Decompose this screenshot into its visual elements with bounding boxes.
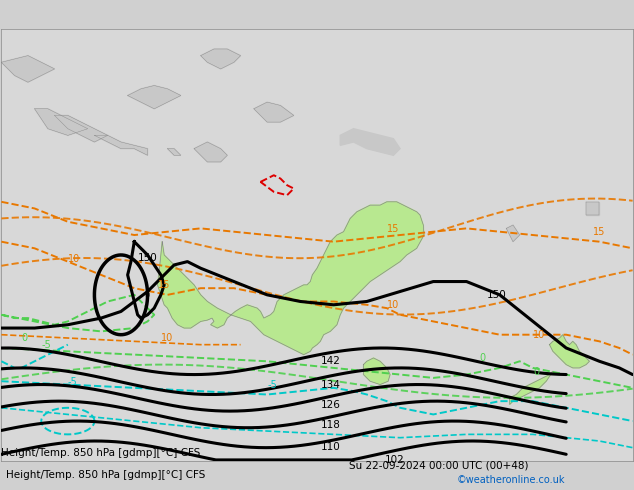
Polygon shape [510, 371, 553, 404]
Text: 0: 0 [533, 367, 539, 377]
Polygon shape [194, 142, 228, 162]
Text: -5: -5 [68, 376, 77, 387]
Polygon shape [1, 56, 55, 82]
Text: 10: 10 [161, 333, 173, 343]
Polygon shape [201, 49, 240, 69]
Text: 10: 10 [387, 300, 399, 310]
Text: ©weatheronline.co.uk: ©weatheronline.co.uk [456, 475, 565, 485]
Polygon shape [550, 335, 590, 368]
Text: 10: 10 [68, 254, 80, 264]
Text: -5: -5 [267, 380, 277, 390]
Text: -5: -5 [41, 340, 51, 350]
Text: 0: 0 [22, 333, 27, 343]
Polygon shape [55, 116, 108, 142]
Polygon shape [167, 148, 181, 155]
Text: 126: 126 [321, 400, 340, 411]
Text: 15: 15 [387, 224, 399, 234]
Text: 134: 134 [321, 380, 340, 390]
Text: 15: 15 [593, 227, 605, 237]
Polygon shape [35, 109, 87, 135]
Text: 15: 15 [157, 280, 170, 290]
Polygon shape [127, 86, 181, 109]
Text: Height/Temp. 850 hPa [gdmp][°C] CFS: Height/Temp. 850 hPa [gdmp][°C] CFS [1, 448, 201, 458]
Text: Height/Temp. 850 hPa [gdmp][°C] CFS: Height/Temp. 850 hPa [gdmp][°C] CFS [6, 470, 205, 480]
Polygon shape [157, 202, 424, 355]
Polygon shape [94, 135, 148, 155]
Text: 150: 150 [138, 253, 157, 263]
Polygon shape [586, 202, 599, 215]
Polygon shape [254, 102, 294, 122]
Text: 142: 142 [321, 356, 340, 367]
Polygon shape [363, 358, 390, 385]
Text: 102: 102 [385, 455, 404, 465]
Polygon shape [340, 129, 400, 155]
Polygon shape [507, 225, 520, 242]
Text: 150: 150 [486, 290, 506, 300]
Text: 110: 110 [321, 442, 340, 452]
Text: 118: 118 [321, 420, 340, 430]
Text: Su 22-09-2024 00:00 UTC (00+48): Su 22-09-2024 00:00 UTC (00+48) [349, 461, 528, 470]
Text: 0: 0 [480, 353, 486, 363]
Text: 10: 10 [533, 330, 545, 340]
